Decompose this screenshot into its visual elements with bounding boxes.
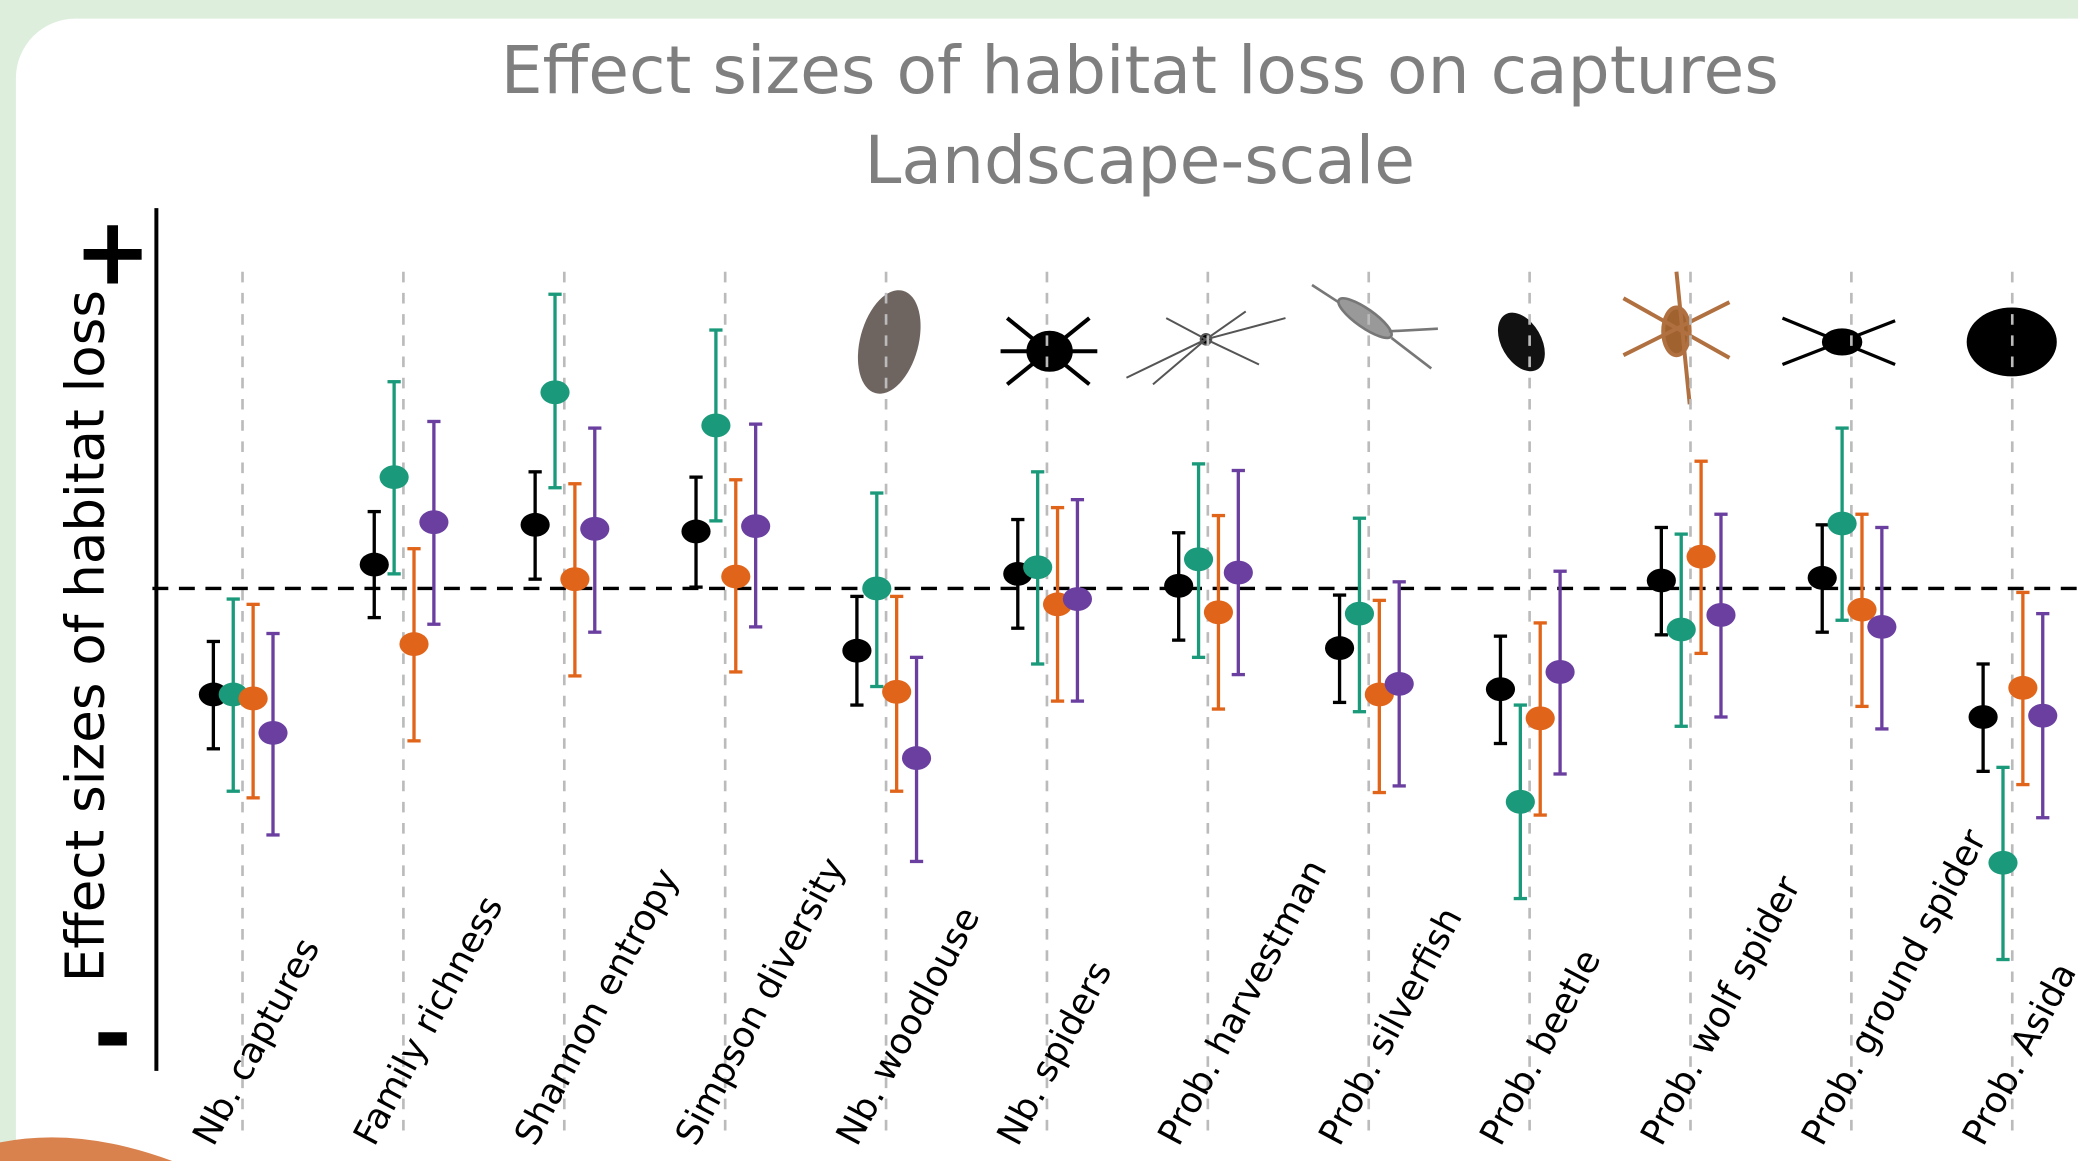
point [2008,675,2038,700]
point [1164,573,1194,598]
point [901,746,932,771]
chart-subtitle: Landscape-scale [864,121,1415,199]
point [540,380,570,405]
y-tick-label: + [74,198,152,306]
point [1686,544,1716,569]
point [1988,850,2018,875]
point [1847,597,1877,622]
point [1203,600,1234,625]
point [1827,511,1857,536]
point [1023,555,1053,580]
point [1646,568,1676,593]
point [721,564,751,589]
point [882,679,912,704]
point [1183,547,1214,572]
point [520,512,550,537]
point [1062,587,1093,611]
point [258,720,288,745]
chart-title: Effect sizes of habitat loss on captures [501,31,1779,109]
point [1867,614,1897,639]
y-tick-label: - [93,980,132,1088]
point [2028,703,2058,728]
point [1324,636,1355,661]
point [1485,677,1516,702]
point [1505,789,1535,814]
point [842,638,872,663]
point [741,514,771,539]
point [1384,671,1414,696]
point [419,510,449,535]
point [399,632,429,657]
point [1223,560,1253,585]
y-axis-title: Effect sizes of habitat loss [54,290,116,982]
point [238,686,268,711]
spider-icon [1000,316,1098,386]
point [560,567,590,592]
point [1968,705,1998,729]
point [681,519,711,544]
woodlouse-icon [857,290,921,394]
point [1807,565,1837,590]
beetle-icon [1497,312,1545,372]
point [1666,617,1696,642]
point [1344,601,1375,626]
point [1545,660,1575,684]
corner-decoration [0,1137,173,1161]
silverfish-icon [1311,283,1438,370]
point [1706,603,1736,627]
point [862,576,892,601]
point [580,516,610,541]
point [701,413,731,438]
point [379,465,409,490]
wolf-spider-icon [1622,271,1731,405]
point [359,552,389,577]
point [1525,706,1555,731]
